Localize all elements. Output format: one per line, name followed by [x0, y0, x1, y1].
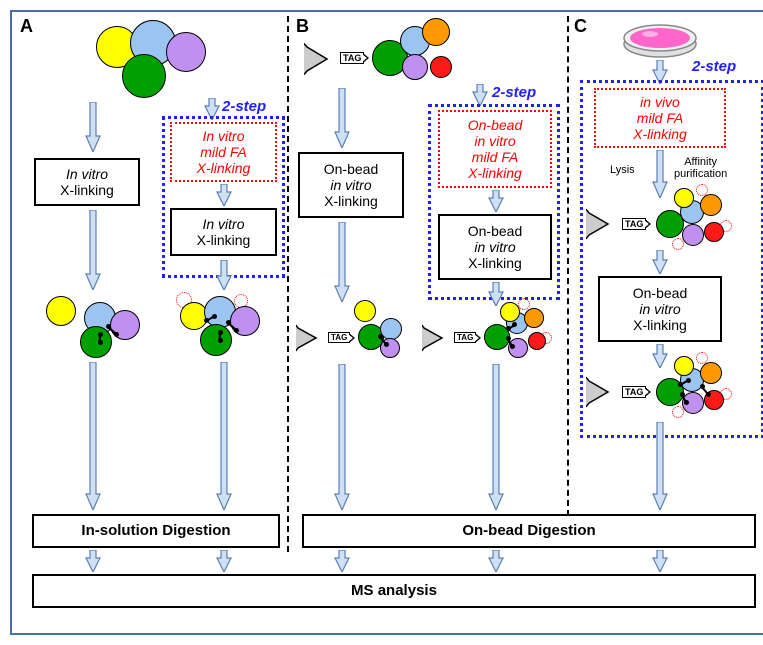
box-onbead-xl-C: On-beadin vitroX-linking	[598, 276, 722, 342]
box-onbead-digestion: On-bead Digestion	[302, 514, 756, 548]
box-onbead-xl-B: On-beadin vitroX-linking	[298, 152, 404, 218]
box-invitro-mild-A: In vitromild FAX-linking	[170, 122, 277, 182]
arrow	[85, 362, 101, 510]
arrow	[216, 550, 232, 572]
arrow	[85, 550, 101, 572]
arrow	[652, 250, 668, 274]
arrow	[488, 190, 504, 212]
arrow	[85, 102, 101, 152]
figure-frame: A B C 2-step In vitroX-linking In vitrom…	[10, 10, 763, 635]
box-invitro-xl-A: In vitroX-linking	[34, 158, 140, 206]
arrow	[216, 362, 232, 510]
label-affinity: Affinitypurification	[674, 156, 727, 180]
panel-label-B: B	[296, 16, 309, 37]
arrow	[472, 84, 488, 106]
tag-B-right: TAG	[454, 332, 476, 343]
box-invivo-mild-C: in vivomild FAX-linking	[594, 88, 726, 148]
arrow	[85, 210, 101, 290]
box-insol-digestion: In-solution Digestion	[32, 514, 280, 548]
tag-B-top: TAG	[340, 52, 364, 64]
panel-label-A: A	[20, 16, 33, 37]
tag-B-left: TAG	[328, 332, 350, 343]
box-ms-analysis: MS analysis	[32, 574, 756, 608]
arrow	[652, 422, 668, 510]
arrow	[488, 364, 504, 510]
arrow	[216, 260, 232, 290]
arrow	[488, 550, 504, 572]
arrow	[334, 88, 350, 148]
arrow	[652, 550, 668, 572]
arrow	[488, 282, 504, 306]
two-step-label-C: 2-step	[692, 58, 736, 75]
divider-BC	[567, 16, 569, 516]
box-onbead-xl-B2: On-beadin vitroX-linking	[438, 214, 552, 280]
box-invitro-xl-A2: In vitroX-linking	[170, 208, 277, 256]
arrow	[334, 222, 350, 302]
two-step-label-A: 2-step	[222, 98, 266, 115]
label-lysis: Lysis	[610, 164, 635, 176]
panel-label-C: C	[574, 16, 587, 37]
arrow	[334, 550, 350, 572]
two-step-label-B: 2-step	[492, 84, 536, 101]
arrow	[216, 184, 232, 206]
tag-C-mid: TAG	[622, 218, 646, 230]
petri-dish	[620, 20, 700, 65]
box-onbead-mild-B: On-beadin vitromild FAX-linking	[438, 110, 552, 188]
arrow	[652, 344, 668, 368]
arrow	[652, 150, 668, 198]
tag-C-res: TAG	[622, 386, 646, 398]
arrow	[334, 364, 350, 510]
divider-AB	[287, 16, 289, 552]
